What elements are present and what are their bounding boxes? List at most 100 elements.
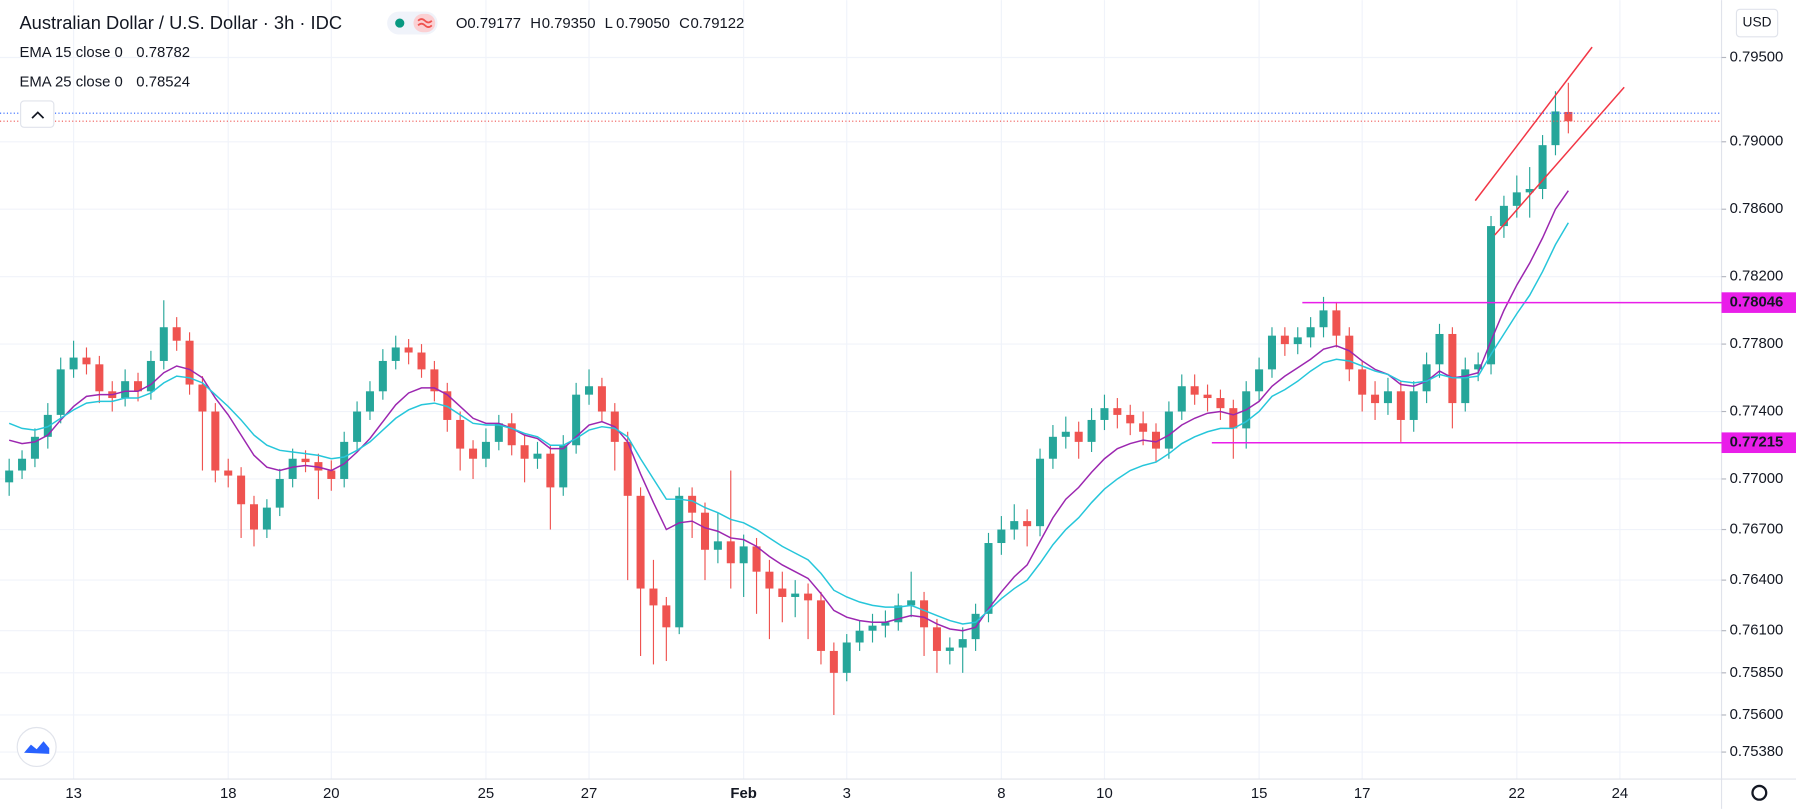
candle-body — [984, 543, 993, 614]
x-tick-label: 3 — [843, 786, 851, 802]
plot — [5, 82, 1573, 715]
settings-icon[interactable] — [1751, 784, 1768, 801]
candle-body — [1435, 333, 1444, 365]
channel-line — [1494, 86, 1625, 236]
candle-body — [1023, 521, 1032, 527]
candle-body — [146, 360, 155, 392]
x-tick-label: 24 — [1612, 786, 1629, 802]
y-tick-label: 0.75380 — [1730, 744, 1784, 760]
x-tick-label: Feb — [730, 786, 756, 802]
candle-body — [894, 605, 903, 623]
candle-body — [1151, 431, 1161, 449]
candle-body — [752, 546, 761, 572]
candle-body — [301, 458, 310, 463]
logo[interactable] — [16, 726, 57, 768]
candle-body — [314, 462, 323, 471]
candle-body — [1177, 386, 1186, 412]
candle-body — [585, 386, 594, 395]
candle-body — [520, 445, 529, 459]
candle-body — [1267, 335, 1276, 370]
candle-body — [1409, 391, 1418, 420]
candle-body — [1061, 431, 1070, 437]
candle-body — [623, 441, 632, 496]
candle-body — [249, 504, 259, 530]
candle-body — [1564, 111, 1573, 122]
candle-body — [456, 419, 465, 449]
y-tick-label: 0.76700 — [1730, 521, 1784, 537]
candle-body — [417, 352, 426, 370]
candle-body — [1010, 521, 1019, 530]
candle-body — [739, 546, 748, 564]
candle-body — [69, 357, 78, 370]
candle-body — [121, 381, 130, 399]
legend-name: EMA 25 close 0 — [19, 75, 122, 91]
candle-body — [997, 529, 1006, 544]
candle-body — [1371, 394, 1380, 404]
y-tick-label: 0.78200 — [1730, 269, 1784, 285]
candle-body — [778, 588, 787, 597]
candle-body — [726, 541, 735, 564]
x-tick-label: 17 — [1354, 786, 1371, 802]
candle-body — [649, 588, 658, 606]
candle-body — [1139, 423, 1148, 432]
candle-body — [700, 512, 710, 550]
candle-body — [82, 357, 91, 365]
candle-body — [559, 445, 568, 488]
candle-body — [1525, 188, 1534, 193]
x-tick-label: 27 — [581, 786, 598, 802]
candle-body — [881, 622, 890, 626]
candle-body — [804, 593, 813, 601]
currency-button[interactable] — [1735, 8, 1779, 38]
candle-body — [56, 369, 65, 415]
candle-body — [18, 458, 27, 471]
x-tick-label: 25 — [478, 786, 495, 802]
x-tick-label: 13 — [65, 786, 82, 802]
candle-body — [1396, 391, 1405, 420]
candle-body — [636, 495, 645, 589]
candle-body — [1383, 391, 1392, 404]
level-tag — [1721, 292, 1796, 313]
candle-body — [159, 327, 168, 361]
y-tick-label: 0.78600 — [1730, 201, 1784, 217]
y-tick-label: 0.79000 — [1730, 134, 1784, 150]
candle-body — [1036, 458, 1045, 527]
candle-body — [340, 441, 349, 479]
candle-body — [275, 478, 284, 508]
x-tick-label: 15 — [1251, 786, 1268, 802]
candle-body — [378, 360, 387, 392]
x-tick-label: 18 — [220, 786, 237, 802]
candle-body — [662, 605, 671, 628]
y-tick-label: 0.75600 — [1730, 707, 1784, 723]
y-tick-label: 0.79500 — [1730, 49, 1784, 65]
candle-body — [572, 394, 581, 446]
x-tick-label: 20 — [323, 786, 340, 802]
candle-body — [1087, 419, 1096, 442]
candle-body — [868, 625, 877, 631]
candle-body — [134, 381, 143, 392]
candle-body — [855, 630, 864, 643]
candle-body — [1474, 364, 1483, 370]
ema-line — [8, 190, 1569, 632]
status-dot — [395, 18, 405, 28]
candle-body — [958, 639, 967, 648]
x-tick-label: 22 — [1509, 786, 1526, 802]
candle-body — [404, 347, 413, 353]
y-tick-label: 0.76400 — [1730, 572, 1784, 588]
candle-body — [932, 627, 941, 651]
collapse-icon — [31, 111, 45, 119]
x-tick-label: 10 — [1096, 786, 1113, 802]
candle-body — [533, 453, 542, 459]
candle-body — [1216, 398, 1225, 409]
candle-body — [365, 391, 374, 412]
y-tick-label: 0.75850 — [1730, 665, 1784, 681]
logo-icon — [24, 741, 50, 754]
x-tick-label: 8 — [997, 786, 1005, 802]
candle-body — [816, 600, 825, 651]
candle-body — [30, 436, 39, 459]
candle-body — [1280, 335, 1289, 345]
level-label: 0.77215 — [1730, 435, 1784, 451]
candle-body — [945, 647, 954, 651]
candle-body — [1229, 408, 1238, 429]
candle-body — [430, 369, 439, 392]
